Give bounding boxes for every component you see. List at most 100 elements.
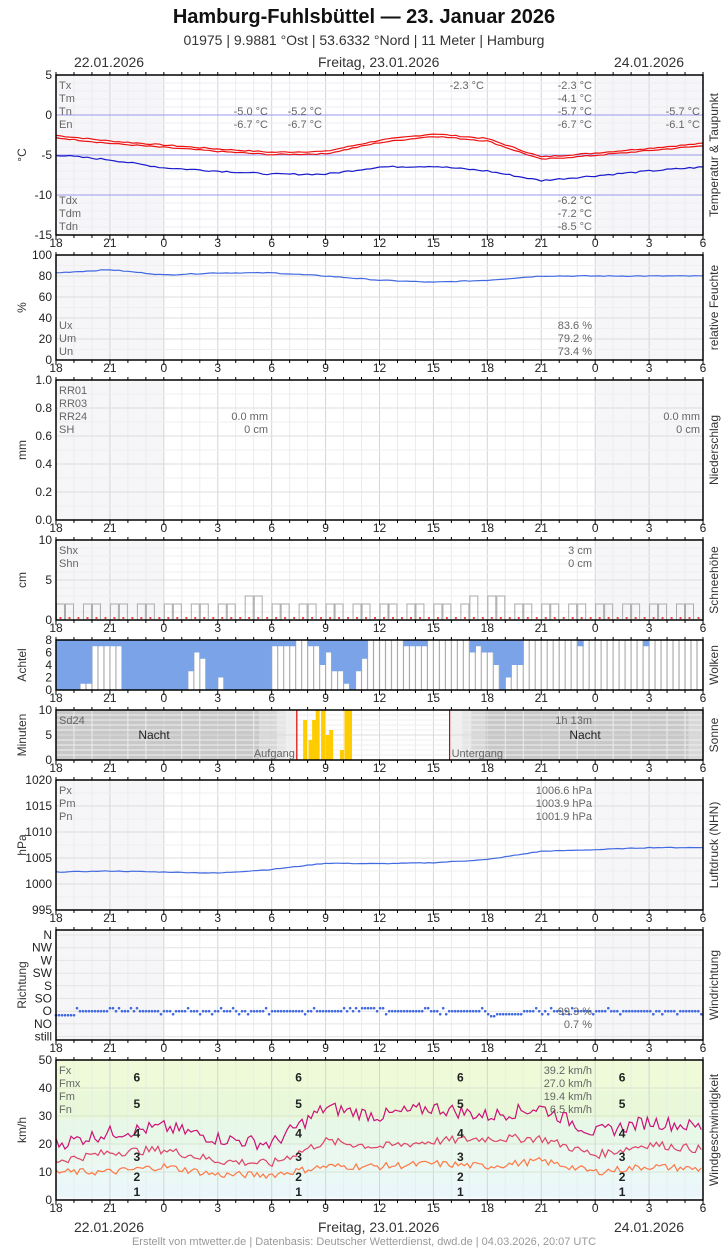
beaufort-label: 5 (295, 1097, 302, 1111)
temp-value: -6.7 °C (288, 119, 322, 131)
cloud-cover-bar (163, 640, 171, 690)
wind-direction-dot (435, 1009, 439, 1013)
x-tick-label: 6 (700, 1201, 707, 1215)
wind-direction-dot (264, 1006, 268, 1010)
wind-direction-dot (576, 1009, 580, 1013)
snow-min-dot (194, 617, 197, 619)
x-tick-label: 6 (700, 236, 707, 250)
x-tick-label: 9 (322, 911, 329, 925)
x-tick-label: 3 (646, 236, 653, 250)
x-tick-label: 18 (481, 521, 495, 535)
temp-line (55, 136, 704, 160)
snow-min-dot (661, 617, 664, 619)
snow-min-dot (679, 617, 682, 619)
snow-min-dot (553, 617, 556, 619)
cloud-cover-bar (493, 640, 500, 665)
x-tick-label: 21 (535, 691, 549, 705)
precip-value: 0 cm (244, 424, 268, 436)
y-tick-label: -15 (35, 228, 53, 242)
snow-min-dot (463, 617, 466, 619)
y-tick-label: still (35, 1030, 52, 1044)
wind-direction-dot (114, 1009, 118, 1013)
wind-direction-dot (399, 1009, 403, 1013)
x-tick-label: 6 (268, 236, 275, 250)
wind-direction-dot (507, 1012, 511, 1016)
cloud-cover-bar (403, 640, 410, 647)
cloud-bar-bg (565, 639, 572, 691)
y-tick-label: 40 (39, 1081, 53, 1095)
cloud-cover-bar (343, 640, 350, 684)
x-tick-label: 3 (646, 521, 653, 535)
beaufort-label: 2 (457, 1170, 464, 1184)
x-tick-label: 18 (481, 621, 495, 635)
beaufort-label: 4 (134, 1126, 141, 1140)
legend-Fn: Fn (59, 1104, 72, 1116)
y-axis-label: Minuten (15, 714, 29, 757)
cloud-cover-bar (517, 640, 524, 665)
wind-direction-dot (534, 1006, 538, 1010)
cloud-bar-bg (547, 639, 554, 691)
x-tick-label: 15 (427, 361, 441, 375)
wind-direction-dot (495, 1012, 499, 1016)
wind-direction-dot (267, 1012, 271, 1016)
y-tick-label: 1010 (25, 825, 52, 839)
snow-min-dot (284, 617, 287, 619)
beaufort-label: 4 (295, 1126, 302, 1140)
legend-En: En (59, 119, 72, 131)
x-tick-label: 18 (49, 911, 63, 925)
wind-direction-dot (108, 1006, 112, 1010)
snow-min-dot (347, 617, 350, 619)
y-tick-label: 20 (39, 1137, 53, 1151)
sunshine-bar (325, 735, 330, 760)
x-tick-label: 21 (103, 521, 117, 535)
wind-direction-dot (285, 1009, 289, 1013)
dewpoint-line (55, 154, 703, 182)
cloud-bar-bg (607, 639, 614, 691)
legend-RR03: RR03 (59, 398, 87, 410)
cloud-bar-bg (649, 639, 656, 691)
x-tick-label: 12 (373, 1201, 387, 1215)
wind-direction-dot (393, 1009, 397, 1013)
wind-direction-dot (585, 1009, 589, 1013)
wind-direction-dot (84, 1009, 88, 1013)
beaufort-label: 6 (134, 1070, 141, 1084)
y-tick-label: S (44, 979, 52, 993)
cloud-bar-bg (667, 639, 674, 691)
cloud-cover-bar (415, 640, 422, 647)
y-tick-label: 1015 (25, 799, 52, 813)
x-tick-label: 0 (592, 1201, 599, 1215)
beaufort-label: 3 (295, 1150, 302, 1164)
cloud-bar-bg (463, 639, 470, 691)
cloud-bar-bg (559, 639, 566, 691)
y-tick-label: 0 (45, 1193, 52, 1207)
y-axis-label: hPa (15, 834, 29, 856)
wind-direction-dot (631, 1009, 634, 1013)
snow-min-dot (203, 617, 206, 619)
y-axis-label: mm (15, 440, 29, 460)
snow-min-dot (86, 617, 89, 619)
wind-direction-dot (252, 1009, 256, 1013)
wind-direction-dot (384, 1012, 388, 1016)
cloud-cover-bar (193, 640, 201, 653)
x-tick-label: 3 (214, 621, 221, 635)
snow-min-dot (149, 617, 152, 619)
wind-direction-dot (228, 1009, 232, 1013)
wind-direction-dot (162, 1009, 166, 1013)
snow-min-dot (688, 617, 691, 619)
wind-direction-dot (603, 1009, 607, 1013)
wind-direction-dot (549, 1006, 553, 1010)
cloud-cover-bar (157, 640, 165, 690)
wind-direction-dot (462, 1009, 466, 1013)
wind-direction-dot (63, 1013, 67, 1017)
wind-direction-dot (369, 1006, 373, 1010)
cloud-cover-bar (313, 640, 320, 647)
cloud-cover-bar (85, 640, 93, 684)
cloud-cover-bar (499, 640, 506, 690)
x-tick-label: 21 (535, 761, 549, 775)
x-tick-label: 3 (214, 1201, 221, 1215)
y-tick-label: 0 (45, 683, 52, 697)
cloud-bar-bg (589, 639, 596, 691)
temp-value: -5.7 °C (666, 106, 700, 118)
y-tick-label: 10 (39, 533, 53, 547)
x-tick-label: 15 (427, 1201, 441, 1215)
